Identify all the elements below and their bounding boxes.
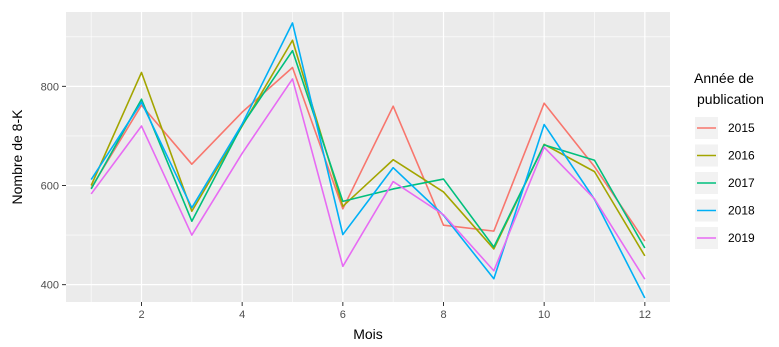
x-tick-label: 12	[639, 309, 651, 321]
x-tick-label: 10	[538, 309, 550, 321]
x-tick-label: 6	[340, 309, 346, 321]
y-tick-label: 800	[41, 81, 59, 93]
legend-title-line-1: Année de	[694, 70, 754, 86]
series-line-2018	[90, 22, 646, 299]
y-tick-label: 600	[41, 181, 59, 193]
legend-label-2016: 2016	[728, 149, 755, 163]
legend-label-2017: 2017	[728, 176, 755, 190]
x-tick-label: 2	[138, 309, 144, 321]
series-line-2016	[90, 39, 646, 257]
legend-items: 2015 2016 2017 2018 2019	[695, 117, 755, 249]
x-axis: 2 4 6 8 10 12	[138, 302, 651, 321]
x-tick-label: 8	[440, 309, 446, 321]
series-line-2019	[90, 78, 646, 280]
y-axis: 400 600 800	[41, 81, 66, 292]
legend-label-2018: 2018	[728, 204, 755, 218]
x-axis-title: Mois	[353, 326, 383, 342]
series-line-2017	[90, 49, 646, 249]
x-tick-label: 4	[239, 309, 245, 321]
legend-title-line-2: publication	[697, 91, 764, 107]
legend-label-2015: 2015	[728, 121, 755, 135]
grid-major	[66, 12, 670, 302]
legend: Année de publication 2015201620172018201…	[694, 70, 764, 249]
series-line-2015	[90, 66, 646, 242]
series-lines	[90, 22, 646, 299]
y-axis-title: Nombre de 8-K	[9, 109, 25, 205]
grid-minor	[66, 12, 670, 302]
y-tick-label: 400	[41, 280, 59, 292]
legend-label-2019: 2019	[728, 231, 755, 245]
